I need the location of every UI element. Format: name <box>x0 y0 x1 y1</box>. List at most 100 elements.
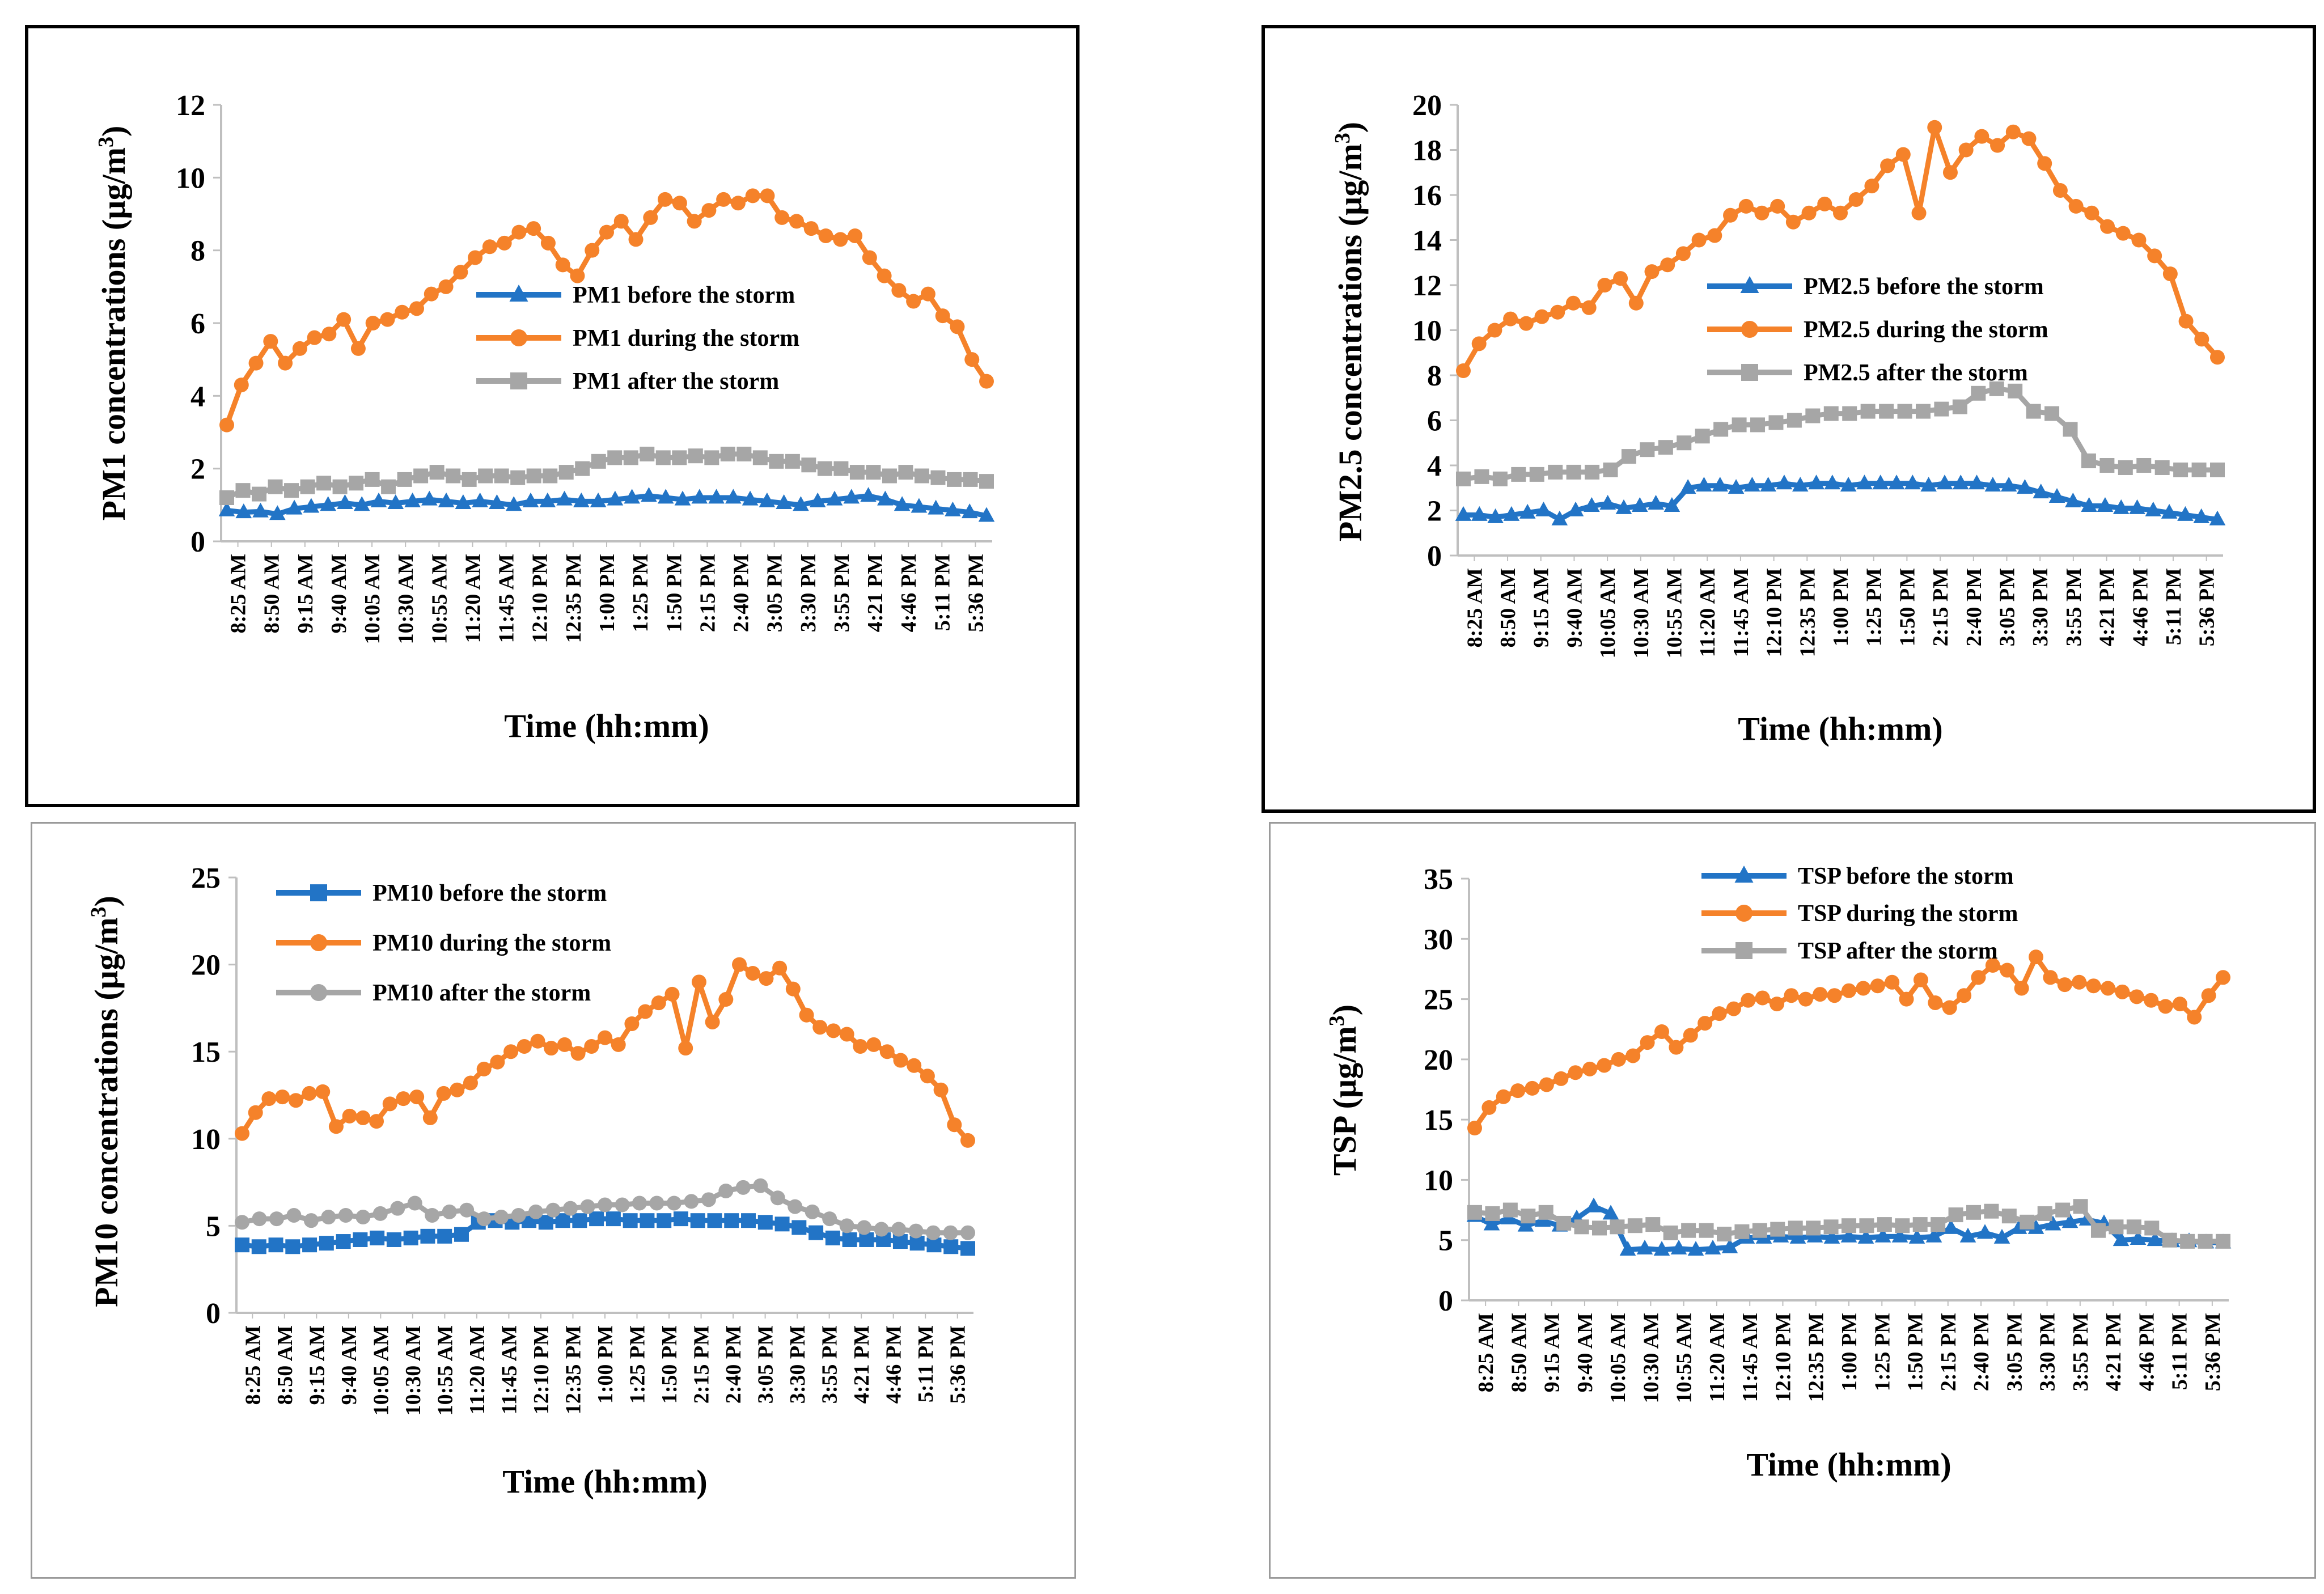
pm25-after-point <box>1456 471 1471 486</box>
pm10-before-point <box>859 1232 874 1247</box>
pm25-y-tick-label: 6 <box>1427 405 1442 438</box>
tsp-before-point <box>1704 1239 1721 1254</box>
tsp-legend-label-after: TSP after the storm <box>1798 938 1998 964</box>
pm1-legend-label-after: PM1 after the storm <box>573 368 779 395</box>
pm1-before-point <box>674 490 691 506</box>
pm1-x-tick-label: 2:15 PM <box>696 554 719 632</box>
pm1-during-point <box>424 286 439 302</box>
tsp-before-point <box>2044 1215 2061 1231</box>
pm10-x-tick-label: 9:40 AM <box>337 1325 361 1405</box>
pm25-before-point <box>2017 479 2033 494</box>
pm25-before-point <box>1519 503 1536 519</box>
pm25-during-point <box>1817 196 1832 211</box>
pm1-chart-panel: 0 2 4 6 8 10 12 8:25 AM 8:50 AM 9:15 AM 9:40 AM 10:… <box>25 25 1080 807</box>
pm10-x-axis-label: Time (hh:mm) <box>502 1463 707 1500</box>
tsp-during-point <box>1496 1089 1511 1104</box>
tsp-before-point <box>1925 1227 1942 1243</box>
pm10-during-point <box>732 957 747 972</box>
pm1-after-point <box>930 470 946 485</box>
pm25-before-point <box>2000 477 2017 492</box>
pm10-before-point <box>589 1211 604 1227</box>
tsp-before-point <box>1619 1241 1636 1256</box>
tsp-during-point <box>1870 978 1885 994</box>
pm1-during-point <box>511 224 527 240</box>
pm10-during-point <box>759 971 774 986</box>
tsp-during-point <box>2129 989 2144 1004</box>
pm1-during-point <box>701 203 717 218</box>
pm25-after-point <box>1548 464 1563 480</box>
tsp-before-point <box>1653 1241 1670 1256</box>
pm1-after-point <box>543 468 558 484</box>
tsp-during-point <box>1669 1040 1684 1055</box>
tsp-after-point <box>1627 1218 1643 1233</box>
tsp-during-point <box>1553 1071 1569 1086</box>
pm25-during-point <box>2178 313 2194 329</box>
pm10-y-tick-label: 20 <box>191 949 221 982</box>
tsp-after-point <box>2216 1233 2230 1249</box>
tsp-after-point <box>1663 1225 1678 1240</box>
pm10-during-point <box>288 1093 303 1108</box>
pm25-before-point <box>1840 477 1857 492</box>
tsp-during-point <box>2072 974 2087 990</box>
pm1-after-point <box>510 470 526 485</box>
pm1-x-tick-label: 3:55 PM <box>830 554 854 632</box>
pm1-y-tick-label: 8 <box>191 235 205 268</box>
pm10-x-tick-label: 12:10 PM <box>530 1325 553 1414</box>
tsp-y-tick-label: 35 <box>1424 863 1453 896</box>
tsp-after-point <box>1770 1222 1785 1237</box>
pm1-during-point <box>409 301 424 316</box>
pm10-after-point <box>943 1225 958 1240</box>
tsp-during-point <box>1481 1100 1497 1115</box>
pm1-before-point <box>624 489 640 504</box>
tsp-during-point <box>1971 970 1986 985</box>
pm10-before-point <box>774 1216 790 1232</box>
tsp-x-tick-label: 5:36 PM <box>2201 1313 2225 1391</box>
pm10-during-point <box>812 1020 828 1035</box>
pm1-x-tick-label: 1:00 PM <box>595 554 619 632</box>
pm1-after-point <box>801 457 816 473</box>
tsp-y-axis-label-sup: 3 <box>1325 1015 1349 1026</box>
pm25-before-point <box>1936 474 1953 490</box>
pm25-after-point <box>1529 467 1544 482</box>
tsp-legend-label-before: TSP before the storm <box>1798 863 2014 889</box>
pm1-after-point <box>688 448 703 464</box>
tsp-during-point <box>1755 990 1770 1006</box>
pm1-y-axis-label-end: ) <box>95 126 132 137</box>
pm25-during-point <box>1785 214 1801 230</box>
pm25-y-tick-label: 2 <box>1427 495 1442 528</box>
pm25-during-point <box>1691 232 1707 248</box>
tsp-before-point <box>1959 1227 1976 1243</box>
pm1-before-point <box>421 490 438 506</box>
tsp-after-point <box>1823 1219 1839 1235</box>
pm1-after-point <box>268 479 283 494</box>
pm10-x-tick-label: 4:21 PM <box>850 1325 874 1404</box>
pm1-after-point <box>607 450 623 465</box>
pm1-after-point <box>914 468 929 484</box>
pm25-x-tick-label: 12:35 PM <box>1796 568 1819 657</box>
pm1-after-point <box>300 479 315 494</box>
pm1-series-after <box>219 447 994 505</box>
pm25-after-point <box>1603 462 1618 477</box>
pm1-x-tick-label: 12:35 PM <box>562 554 586 643</box>
pm1-during-point <box>585 243 600 258</box>
pm10-during-point <box>382 1096 397 1112</box>
pm1-before-point <box>928 499 944 515</box>
pm25-before-point <box>2161 503 2178 519</box>
pm25-during-point <box>1848 192 1864 207</box>
tsp-x-tick-label: 1:25 PM <box>1870 1313 1894 1391</box>
tsp-during-point <box>1467 1121 1482 1136</box>
pm1-series-before <box>218 487 995 522</box>
pm1-before-point <box>776 494 792 510</box>
pm25-before-point <box>1471 506 1488 521</box>
pm1-after-point <box>849 465 865 480</box>
pm25-after-point <box>2081 453 2096 469</box>
pm25-after-point <box>1640 442 1655 457</box>
pm25-during-point <box>2052 183 2068 198</box>
pm1-before-point <box>505 496 522 511</box>
pm1-during-point <box>336 312 352 327</box>
pm10-x-tick-label: 10:05 AM <box>369 1325 393 1415</box>
tsp-after-point <box>2001 1209 2017 1224</box>
pm25-after-point <box>1658 440 1673 455</box>
pm1-before-point <box>911 498 928 513</box>
pm10-before-point <box>386 1232 401 1247</box>
